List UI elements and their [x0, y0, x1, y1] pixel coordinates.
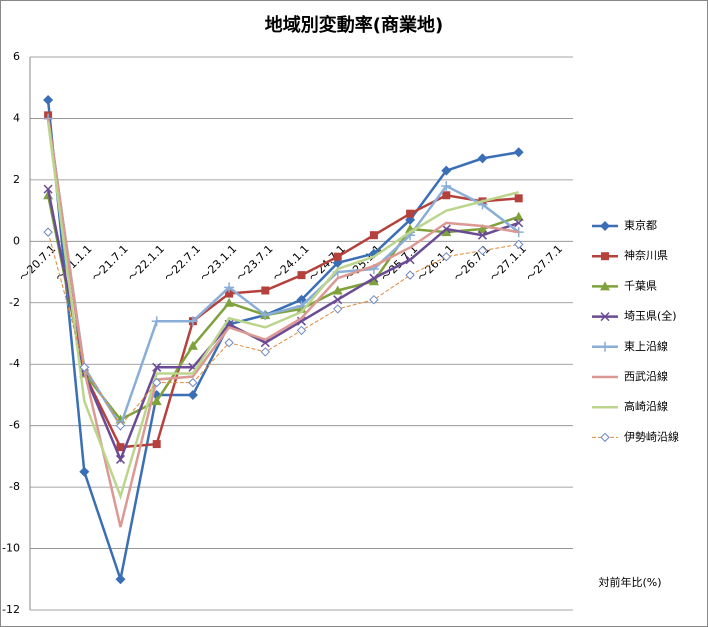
- marker: [600, 341, 610, 352]
- marker: [152, 440, 161, 449]
- marker: [115, 454, 126, 464]
- marker: [151, 396, 162, 406]
- marker: [225, 289, 234, 298]
- marker: [43, 184, 53, 194]
- marker: [188, 377, 198, 388]
- marker: [369, 231, 378, 240]
- marker: [224, 338, 234, 348]
- series-line: [46, 188, 520, 463]
- y-tick-label: -2: [9, 296, 20, 309]
- marker: [441, 165, 452, 176]
- marker: [333, 295, 343, 305]
- marker: [513, 211, 524, 221]
- marker: [224, 282, 235, 293]
- marker: [43, 95, 54, 106]
- y-tick-label: 4: [13, 111, 20, 124]
- marker: [405, 270, 415, 280]
- marker: [514, 218, 524, 228]
- marker: [187, 389, 198, 400]
- marker: [442, 191, 451, 200]
- marker: [477, 224, 488, 234]
- marker: [187, 340, 198, 350]
- series-line: [46, 118, 520, 429]
- marker: [441, 251, 452, 262]
- marker: [260, 310, 271, 321]
- marker: [296, 300, 307, 311]
- legend-label: 東京都: [624, 218, 657, 232]
- marker: [441, 227, 452, 237]
- marker: [296, 325, 307, 336]
- marker: [115, 420, 126, 431]
- marker: [43, 227, 53, 237]
- marker: [187, 316, 198, 327]
- marker: [332, 285, 343, 295]
- legend-label: 神奈川県: [624, 248, 668, 262]
- y-axis-label: 対前年比(%): [598, 575, 661, 589]
- legend-label: 伊勢崎沿線: [624, 429, 679, 443]
- marker: [332, 304, 343, 314]
- series-line: [47, 231, 519, 427]
- marker: [151, 316, 162, 327]
- legend-label: 東上沿線: [624, 339, 668, 353]
- marker: [601, 252, 609, 261]
- legend-label: 高崎沿線: [624, 399, 668, 413]
- marker: [477, 230, 488, 240]
- y-tick-label: -8: [9, 480, 20, 493]
- y-tick-label: 0: [13, 234, 20, 247]
- marker: [79, 466, 90, 477]
- marker: [477, 245, 488, 256]
- marker: [514, 194, 523, 203]
- y-tick-label: -12: [2, 603, 20, 616]
- marker: [405, 255, 415, 265]
- marker: [369, 294, 379, 305]
- marker: [224, 297, 235, 307]
- series-line: [46, 121, 520, 501]
- legend-label: 埼玉県(全): [624, 309, 677, 323]
- marker: [151, 377, 162, 388]
- marker: [441, 224, 451, 234]
- marker: [477, 153, 488, 164]
- series-line: [46, 99, 519, 585]
- marker: [600, 221, 610, 231]
- marker: [406, 209, 415, 218]
- legend-label: 西武沿線: [624, 369, 668, 383]
- legend-label: 千葉県: [624, 278, 657, 292]
- marker: [600, 432, 610, 443]
- marker: [441, 181, 452, 192]
- marker: [333, 252, 342, 261]
- marker: [260, 347, 271, 357]
- marker: [369, 273, 379, 283]
- marker: [152, 362, 162, 372]
- marker: [116, 443, 125, 452]
- marker: [600, 312, 610, 322]
- marker: [79, 362, 90, 373]
- series-line: [46, 118, 519, 528]
- y-tick-label: -4: [9, 357, 20, 370]
- marker: [600, 281, 610, 291]
- y-tick-label: -10: [2, 542, 20, 555]
- y-tick-label: -6: [9, 419, 20, 432]
- y-tick-label: 2: [13, 173, 20, 186]
- marker: [368, 276, 379, 286]
- y-tick-label: 6: [13, 50, 20, 63]
- marker: [261, 286, 270, 295]
- marker: [115, 574, 126, 585]
- series-line: [46, 195, 520, 422]
- marker: [513, 239, 524, 250]
- chart-title: 地域別変動率(商業地): [265, 14, 443, 36]
- marker: [297, 271, 306, 280]
- marker: [513, 147, 524, 158]
